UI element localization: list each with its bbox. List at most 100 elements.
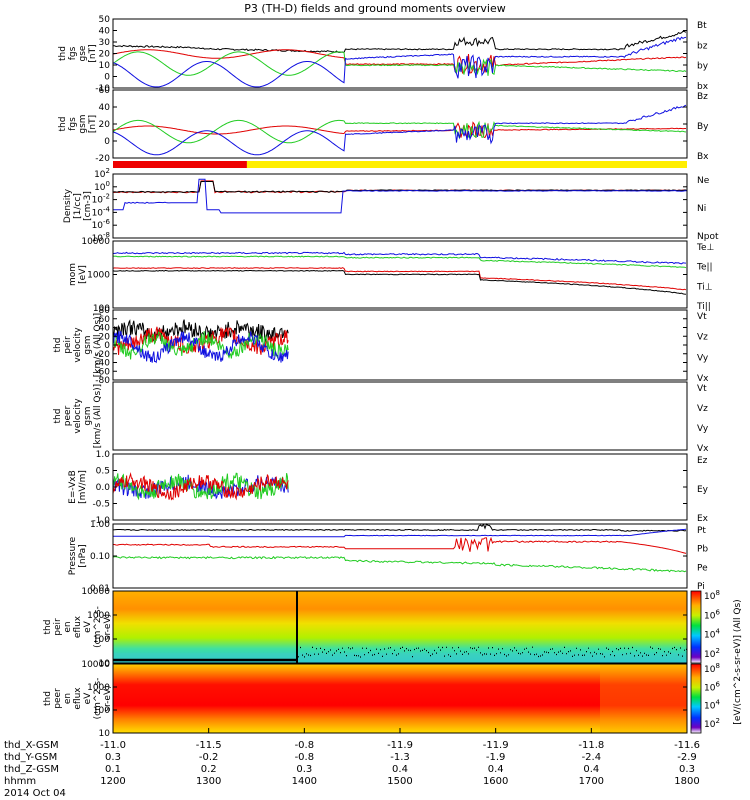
legend-Ex: Ex — [697, 514, 709, 524]
y-axis-label: velocity — [73, 327, 83, 363]
peer-spectrogram — [113, 664, 687, 733]
series-Bx-line — [112, 104, 687, 156]
panel-frame — [112, 89, 688, 159]
legend-Pi: Pi — [697, 582, 705, 592]
y-tick-label: 102 — [94, 167, 110, 180]
y-tick-label: 10000 — [81, 237, 110, 247]
colorbar — [690, 590, 702, 664]
y-tick-label: 1000 — [87, 611, 110, 621]
colorbar-tick-label: 102 — [704, 717, 720, 730]
series-Ti||-line — [112, 255, 687, 269]
panel-frame — [112, 590, 688, 664]
y-tick-label: 100 — [93, 635, 110, 645]
y-tick-label: 50 — [99, 15, 111, 25]
y-tick-label: 1000 — [87, 271, 110, 281]
y-axis-label: gsm — [78, 114, 88, 133]
y-axis-label: eflux — [73, 687, 83, 710]
y-tick-label: 40 — [99, 27, 111, 37]
series-Pt-line — [112, 523, 687, 532]
y-axis-label: (cm^2-s- — [93, 678, 103, 720]
series-by-line — [112, 51, 687, 76]
x-tick-label: 0.4 — [392, 764, 408, 775]
peir-low-energy-band — [113, 653, 687, 663]
y-axis-label: thd — [58, 46, 68, 61]
series-Vt-line — [112, 319, 289, 344]
x-tick-label: -11.9 — [483, 740, 509, 751]
x-axis-row-label: thd_Z-GSM — [4, 764, 59, 775]
legend-Bx: Bx — [697, 152, 709, 162]
y-axis-label: eV — [83, 620, 93, 633]
y-axis-label: en — [63, 693, 73, 704]
y-axis-label: Pressure — [68, 536, 78, 575]
y-tick-label: 0.5 — [96, 467, 110, 477]
y-axis-label: [nPa] — [78, 544, 88, 567]
y-axis-label: peir — [53, 618, 63, 636]
y-tick-label: 40 — [99, 103, 111, 113]
y-tick-label: 10 — [99, 729, 111, 739]
y-axis-label: peer — [53, 688, 63, 709]
legend-Vx: Vx — [697, 374, 709, 384]
series-Te⊥-line — [112, 267, 687, 291]
y-axis-label: (cm^2-s- — [93, 606, 103, 648]
x-axis-row-label: thd_X-GSM — [4, 740, 59, 751]
y-tick-label: 0.01 — [90, 584, 110, 594]
series-Ey-line — [112, 472, 289, 501]
y-tick-label: 0 — [104, 341, 110, 351]
legend-Pt: Pt — [697, 526, 706, 536]
y-tick-label: 30 — [99, 38, 111, 48]
x-tick-label: -1.9 — [486, 752, 506, 763]
y-tick-label: 100 — [94, 180, 110, 193]
legend-Pe: Pe — [697, 563, 708, 573]
x-tick-label: 1200 — [100, 776, 125, 787]
legend-Pb: Pb — [697, 545, 708, 555]
y-tick-label: -40 — [95, 359, 110, 369]
colorbar-tick-label: 104 — [704, 628, 720, 641]
series-Te||-line — [112, 269, 687, 295]
series-By-line — [112, 119, 687, 144]
y-axis-label: eV — [83, 692, 93, 705]
y-axis-label: [km/s (All Qs)] — [93, 313, 103, 377]
x-axis-row-label: thd_Y-GSM — [4, 752, 57, 763]
x-tick-label: 1500 — [387, 776, 412, 787]
y-axis-label: sr-eV) — [103, 685, 113, 711]
x-tick-label: -11.0 — [100, 740, 126, 751]
y-axis-label: [cm-3] — [83, 191, 93, 221]
y-axis-label: [nT] — [88, 115, 98, 133]
y-axis-label: gse — [78, 45, 88, 61]
y-axis-label: thd — [43, 620, 53, 635]
x-tick-label: 1400 — [292, 776, 317, 787]
legend-by: by — [697, 62, 709, 72]
legend-Vy: Vy — [697, 353, 709, 363]
legend-Npot: Npot — [697, 232, 719, 242]
x-tick-label: -1.3 — [390, 752, 410, 763]
x-axis-row-label: hhmm — [4, 776, 36, 787]
y-tick-label: 1000 — [87, 683, 110, 693]
legend-Vt: Vt — [697, 312, 707, 322]
y-tick-label: 10-6 — [92, 218, 111, 231]
y-tick-label: 0 — [104, 137, 110, 147]
series-Pb-line — [113, 536, 687, 554]
legend-By: By — [697, 122, 709, 132]
y-axis-label: peir — [63, 336, 73, 354]
x-tick-label: 0.4 — [583, 764, 599, 775]
x-tick-label: 1300 — [196, 776, 221, 787]
series-bz-line — [112, 49, 687, 75]
y-tick-label: 0.10 — [90, 552, 110, 562]
series-Ni-line — [112, 181, 688, 193]
y-axis-label: thd — [53, 338, 63, 353]
series-Pe-line — [112, 555, 687, 573]
panel-frame — [112, 381, 688, 451]
x-tick-label: 1700 — [579, 776, 604, 787]
date-label: 2014 Oct 04 — [4, 788, 66, 799]
x-tick-label: 0.1 — [105, 764, 121, 775]
x-tick-label: -2.4 — [582, 752, 602, 763]
y-tick-label: 10000 — [81, 587, 110, 597]
y-tick-label: 10-2 — [92, 193, 110, 206]
chart-title: P3 (TH-D) fields and ground moments over… — [244, 2, 506, 15]
legend-bx: bx — [697, 82, 709, 92]
y-tick-label: 10000 — [81, 660, 110, 670]
flag-segment — [113, 161, 247, 168]
y-tick-label: 80 — [99, 306, 111, 316]
y-axis-label: en — [63, 621, 73, 632]
